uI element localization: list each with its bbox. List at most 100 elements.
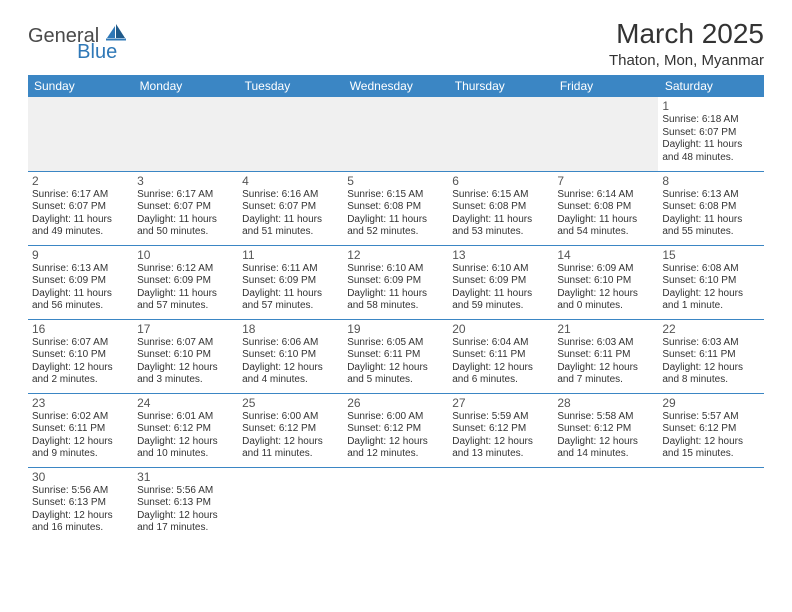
calendar-cell: 18Sunrise: 6:06 AMSunset: 6:10 PMDayligh… (238, 319, 343, 393)
calendar-cell (133, 97, 238, 171)
daylight-text: Daylight: 12 hours and 11 minutes. (242, 436, 339, 461)
sunset-text: Sunset: 6:09 PM (137, 275, 234, 288)
daylight-text: Daylight: 11 hours and 56 minutes. (32, 288, 129, 313)
sunrise-text: Sunrise: 6:02 AM (32, 411, 129, 424)
calendar-week-row: 30Sunrise: 5:56 AMSunset: 6:13 PMDayligh… (28, 467, 764, 541)
day-number: 11 (242, 248, 339, 262)
day-details: Sunrise: 6:10 AMSunset: 6:09 PMDaylight:… (452, 263, 549, 313)
day-number: 21 (557, 322, 654, 336)
calendar-page: General Blue March 2025 Thaton, Mon, Mya… (0, 0, 792, 551)
sunrise-text: Sunrise: 6:13 AM (32, 263, 129, 276)
sunset-text: Sunset: 6:12 PM (137, 423, 234, 436)
day-details: Sunrise: 5:59 AMSunset: 6:12 PMDaylight:… (452, 411, 549, 461)
logo: General Blue (28, 18, 171, 48)
day-number: 16 (32, 322, 129, 336)
day-details: Sunrise: 6:15 AMSunset: 6:08 PMDaylight:… (347, 189, 444, 239)
day-details: Sunrise: 5:57 AMSunset: 6:12 PMDaylight:… (662, 411, 759, 461)
sunset-text: Sunset: 6:11 PM (662, 349, 759, 362)
sunrise-text: Sunrise: 6:10 AM (452, 263, 549, 276)
sunrise-text: Sunrise: 6:15 AM (347, 189, 444, 202)
sunrise-text: Sunrise: 6:17 AM (32, 189, 129, 202)
calendar-cell: 11Sunrise: 6:11 AMSunset: 6:09 PMDayligh… (238, 245, 343, 319)
daylight-text: Daylight: 12 hours and 6 minutes. (452, 362, 549, 387)
sunset-text: Sunset: 6:11 PM (557, 349, 654, 362)
daylight-text: Daylight: 11 hours and 51 minutes. (242, 214, 339, 239)
day-details: Sunrise: 6:07 AMSunset: 6:10 PMDaylight:… (137, 337, 234, 387)
weekday-header: Saturday (658, 75, 763, 97)
day-number: 30 (32, 470, 129, 484)
calendar-week-row: 2Sunrise: 6:17 AMSunset: 6:07 PMDaylight… (28, 171, 764, 245)
calendar-cell (448, 97, 553, 171)
day-number: 13 (452, 248, 549, 262)
day-number: 22 (662, 322, 759, 336)
calendar-cell (553, 97, 658, 171)
day-details: Sunrise: 6:03 AMSunset: 6:11 PMDaylight:… (662, 337, 759, 387)
day-details: Sunrise: 6:15 AMSunset: 6:08 PMDaylight:… (452, 189, 549, 239)
calendar-cell: 9Sunrise: 6:13 AMSunset: 6:09 PMDaylight… (28, 245, 133, 319)
daylight-text: Daylight: 12 hours and 10 minutes. (137, 436, 234, 461)
sunrise-text: Sunrise: 6:00 AM (242, 411, 339, 424)
calendar-cell: 2Sunrise: 6:17 AMSunset: 6:07 PMDaylight… (28, 171, 133, 245)
sunrise-text: Sunrise: 6:18 AM (662, 114, 759, 127)
weekday-header: Friday (553, 75, 658, 97)
day-details: Sunrise: 6:12 AMSunset: 6:09 PMDaylight:… (137, 263, 234, 313)
day-number: 28 (557, 396, 654, 410)
weekday-header: Sunday (28, 75, 133, 97)
day-number: 3 (137, 174, 234, 188)
day-number: 10 (137, 248, 234, 262)
daylight-text: Daylight: 12 hours and 3 minutes. (137, 362, 234, 387)
calendar-cell (238, 467, 343, 541)
daylight-text: Daylight: 12 hours and 15 minutes. (662, 436, 759, 461)
daylight-text: Daylight: 12 hours and 13 minutes. (452, 436, 549, 461)
sunrise-text: Sunrise: 5:57 AM (662, 411, 759, 424)
sunset-text: Sunset: 6:10 PM (137, 349, 234, 362)
weekday-header: Thursday (448, 75, 553, 97)
calendar-cell: 12Sunrise: 6:10 AMSunset: 6:09 PMDayligh… (343, 245, 448, 319)
sunset-text: Sunset: 6:07 PM (242, 201, 339, 214)
day-details: Sunrise: 6:13 AMSunset: 6:08 PMDaylight:… (662, 189, 759, 239)
calendar-cell: 1Sunrise: 6:18 AMSunset: 6:07 PMDaylight… (658, 97, 763, 171)
day-number: 7 (557, 174, 654, 188)
day-details: Sunrise: 6:08 AMSunset: 6:10 PMDaylight:… (662, 263, 759, 313)
sunrise-text: Sunrise: 6:13 AM (662, 189, 759, 202)
sunrise-text: Sunrise: 6:03 AM (662, 337, 759, 350)
sunrise-text: Sunrise: 6:17 AM (137, 189, 234, 202)
calendar-cell: 27Sunrise: 5:59 AMSunset: 6:12 PMDayligh… (448, 393, 553, 467)
day-number: 8 (662, 174, 759, 188)
sunset-text: Sunset: 6:12 PM (662, 423, 759, 436)
daylight-text: Daylight: 11 hours and 54 minutes. (557, 214, 654, 239)
sunrise-text: Sunrise: 6:06 AM (242, 337, 339, 350)
day-details: Sunrise: 6:06 AMSunset: 6:10 PMDaylight:… (242, 337, 339, 387)
calendar-cell: 24Sunrise: 6:01 AMSunset: 6:12 PMDayligh… (133, 393, 238, 467)
day-number: 18 (242, 322, 339, 336)
calendar-cell: 10Sunrise: 6:12 AMSunset: 6:09 PMDayligh… (133, 245, 238, 319)
weekday-header: Tuesday (238, 75, 343, 97)
sunrise-text: Sunrise: 6:10 AM (347, 263, 444, 276)
calendar-cell: 29Sunrise: 5:57 AMSunset: 6:12 PMDayligh… (658, 393, 763, 467)
sunrise-text: Sunrise: 6:07 AM (32, 337, 129, 350)
calendar-cell: 17Sunrise: 6:07 AMSunset: 6:10 PMDayligh… (133, 319, 238, 393)
calendar-cell: 13Sunrise: 6:10 AMSunset: 6:09 PMDayligh… (448, 245, 553, 319)
sunset-text: Sunset: 6:09 PM (242, 275, 339, 288)
sunset-text: Sunset: 6:12 PM (452, 423, 549, 436)
daylight-text: Daylight: 12 hours and 14 minutes. (557, 436, 654, 461)
daylight-text: Daylight: 11 hours and 59 minutes. (452, 288, 549, 313)
day-details: Sunrise: 6:02 AMSunset: 6:11 PMDaylight:… (32, 411, 129, 461)
calendar-cell (553, 467, 658, 541)
calendar-cell: 16Sunrise: 6:07 AMSunset: 6:10 PMDayligh… (28, 319, 133, 393)
calendar-cell: 31Sunrise: 5:56 AMSunset: 6:13 PMDayligh… (133, 467, 238, 541)
calendar-cell: 25Sunrise: 6:00 AMSunset: 6:12 PMDayligh… (238, 393, 343, 467)
calendar-cell: 6Sunrise: 6:15 AMSunset: 6:08 PMDaylight… (448, 171, 553, 245)
day-details: Sunrise: 6:03 AMSunset: 6:11 PMDaylight:… (557, 337, 654, 387)
calendar-cell (343, 467, 448, 541)
calendar-cell: 5Sunrise: 6:15 AMSunset: 6:08 PMDaylight… (343, 171, 448, 245)
sunset-text: Sunset: 6:11 PM (347, 349, 444, 362)
daylight-text: Daylight: 12 hours and 16 minutes. (32, 510, 129, 535)
calendar-cell: 28Sunrise: 5:58 AMSunset: 6:12 PMDayligh… (553, 393, 658, 467)
sunrise-text: Sunrise: 6:08 AM (662, 263, 759, 276)
sunrise-text: Sunrise: 6:07 AM (137, 337, 234, 350)
page-header: General Blue March 2025 Thaton, Mon, Mya… (28, 18, 764, 69)
daylight-text: Daylight: 12 hours and 0 minutes. (557, 288, 654, 313)
daylight-text: Daylight: 11 hours and 53 minutes. (452, 214, 549, 239)
day-number: 19 (347, 322, 444, 336)
